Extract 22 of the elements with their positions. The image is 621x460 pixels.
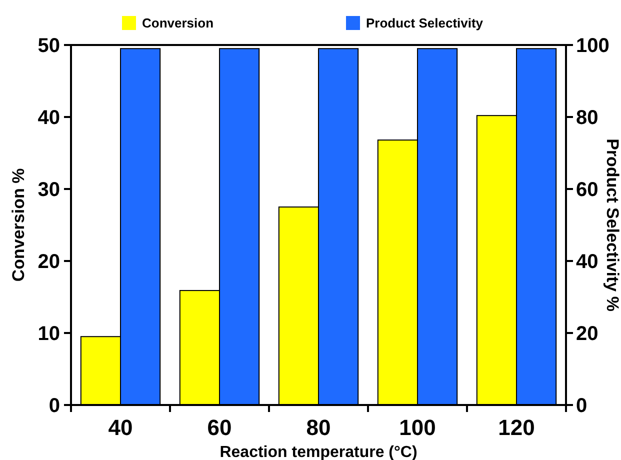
y-tick-label: 10 xyxy=(38,323,60,345)
x-tick-label: 40 xyxy=(108,415,133,440)
y-tick-label: 0 xyxy=(48,395,60,417)
x-axis-title: Reaction temperature (°C) xyxy=(220,444,418,460)
y2-tick-label: 0 xyxy=(576,395,588,417)
y-axis-title: Conversion % xyxy=(9,168,28,282)
y2-tick-label: 20 xyxy=(576,323,598,345)
y-tick-label: 30 xyxy=(38,179,60,201)
x-tick-label: 120 xyxy=(498,415,535,440)
y2-tick-label: 40 xyxy=(576,251,598,273)
y2-axis-title: Product Selectivity % xyxy=(603,138,621,312)
y-tick-label: 40 xyxy=(38,107,60,129)
x-tick-label: 60 xyxy=(207,415,232,440)
y2-tick-label: 80 xyxy=(576,107,598,129)
x-tick-label: 80 xyxy=(306,415,331,440)
x-tick-label: 100 xyxy=(399,415,436,440)
series-label: Product Selectivity xyxy=(366,16,484,31)
y-tick-label: 20 xyxy=(38,251,60,273)
y-tick-label: 50 xyxy=(38,35,60,57)
y2-tick-label: 60 xyxy=(576,179,598,201)
y2-tick-label: 100 xyxy=(576,35,610,57)
legend-label: Conversion xyxy=(142,16,214,31)
